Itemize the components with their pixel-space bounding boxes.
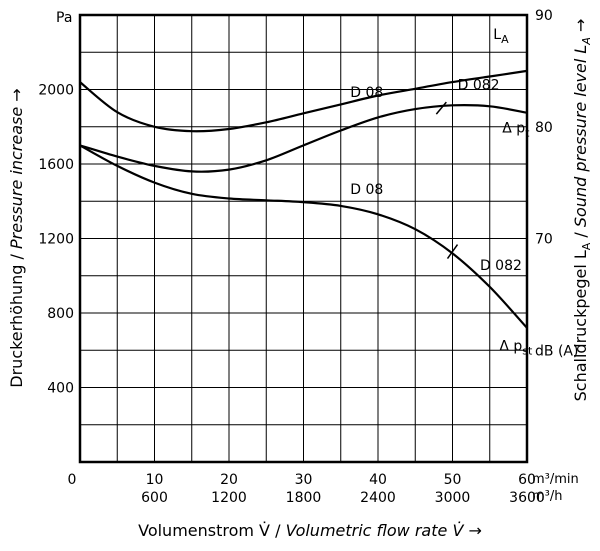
- series-curve-2: [79, 144, 528, 329]
- left-axis-title: Druckerhöhung / Pressure increase →: [7, 88, 26, 387]
- curve-label-text: D 082: [458, 78, 500, 94]
- plot-frame: [78, 13, 529, 464]
- x-tick-m3h: 1800: [286, 490, 322, 506]
- x-tick-m3h: 1200: [211, 490, 247, 506]
- model-divider-pt: [435, 101, 447, 115]
- curve-label-0: LA: [493, 27, 509, 46]
- x-axis-title-en: Volumetric flow rate V̇: [286, 521, 465, 540]
- x-unit-m3min: m³/min: [532, 472, 579, 487]
- x-tick-m3h: 2400: [360, 490, 396, 506]
- right-axis-title-sub2: A: [580, 37, 593, 46]
- curve-label-text: L: [493, 27, 501, 43]
- curve-label-sub: t: [525, 126, 530, 139]
- curve-label-text: D 08: [350, 85, 383, 101]
- x-tick-m3h: 3000: [435, 490, 471, 506]
- left-axis-title-arrow: →: [7, 88, 26, 107]
- x-axis-title: Volumenstrom V̇ / Volumetric flow rate V…: [138, 521, 482, 540]
- right-axis-title-de: Schalldruckpegel L: [571, 250, 590, 401]
- series-curve-1: [79, 103, 528, 173]
- curve-label-text: Δ p: [502, 120, 525, 136]
- left-tick-label: 1200: [38, 232, 74, 248]
- right-tick-label: 70: [535, 232, 553, 248]
- right-axis-title-sub1: A: [580, 242, 593, 250]
- x-tick-m3h: 3600: [509, 490, 545, 506]
- x-tick-m3min: 20: [220, 472, 238, 488]
- curve-label-text: D 08: [350, 182, 383, 198]
- curve-label-4: D 08: [350, 182, 383, 198]
- left-tick-label: 1600: [38, 157, 74, 173]
- x-tick-m3min: 60: [518, 472, 536, 488]
- left-axis-title-en: Pressure increase: [7, 107, 26, 249]
- right-tick-label: 90: [535, 8, 553, 24]
- curve-label-sub: A: [501, 33, 509, 46]
- x-unit-m3h: m³/h: [532, 489, 563, 504]
- right-axis-title-en: Sound pressure level L: [571, 45, 590, 227]
- curves: [79, 69, 528, 329]
- tick-labels: 400 800 1200 1600 2000 70 80 90 dB (A) 0 10 600 20 12…: [38, 8, 578, 506]
- curve-label-6: Δ pst: [499, 338, 533, 357]
- left-tick-label: 800: [47, 306, 74, 322]
- curve-label-1: D 08: [350, 85, 383, 101]
- curve-label-3: Δ pt: [502, 120, 530, 139]
- x-tick-m3min: 10: [146, 472, 164, 488]
- series-curve-0: [79, 69, 528, 133]
- x-tick-m3min: 50: [444, 472, 462, 488]
- curve-label-5: D 082: [480, 258, 522, 274]
- right-axis-title-arrow: →: [571, 19, 590, 38]
- x-tick-m3min: 40: [369, 472, 387, 488]
- left-tick-label: 400: [47, 381, 74, 397]
- right-axis-unit: dB (A): [535, 343, 578, 359]
- x-axis-title-de: Volumenstrom V̇ /: [138, 521, 285, 540]
- left-tick-label: 2000: [38, 83, 74, 99]
- model-divider-pst: [446, 244, 459, 259]
- curve-label-text: D 082: [480, 258, 522, 274]
- left-axis-unit: Pa: [56, 10, 72, 26]
- x-tick-m3min: 30: [295, 472, 313, 488]
- curve-label-sub: st: [522, 344, 533, 357]
- right-axis-title: Schalldruckpegel LA / Sound pressure lev…: [571, 19, 593, 402]
- curve-label-text: Δ p: [499, 338, 522, 354]
- x-axis-title-arrow: →: [463, 521, 482, 540]
- x-tick-m3h: 600: [141, 490, 168, 506]
- curve-label-2: D 082: [458, 78, 500, 94]
- x-tick-zero: 0: [68, 472, 77, 488]
- right-axis-title-sep: /: [571, 227, 590, 243]
- left-axis-title-de: Druckerhöhung /: [7, 249, 26, 388]
- right-tick-label: 80: [535, 120, 553, 136]
